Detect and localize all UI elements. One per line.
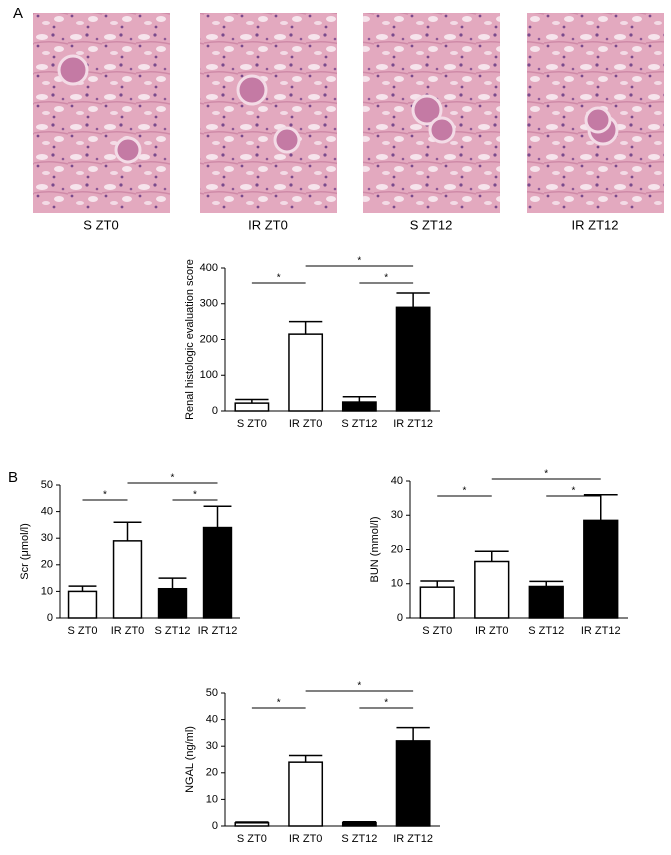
- glomerulus: [114, 136, 142, 164]
- panel-label: B: [8, 469, 18, 486]
- image-caption: IR ZT12: [572, 217, 619, 232]
- significance-label: *: [193, 490, 197, 501]
- bar: [341, 821, 377, 827]
- bar: [234, 822, 270, 827]
- bar: [157, 587, 188, 619]
- bar: [528, 585, 564, 619]
- glomerulus: [411, 94, 443, 126]
- y-tick-label: 200: [200, 333, 218, 345]
- x-tick-label: S ZT0: [422, 625, 452, 637]
- bar: [341, 401, 377, 412]
- histology-image: [33, 13, 170, 213]
- y-tick-label: 0: [47, 612, 53, 624]
- y-tick-label: 300: [200, 298, 218, 310]
- x-tick-label: IR ZT12: [581, 625, 621, 637]
- y-axis-label: Scr (μmol/l): [19, 523, 31, 579]
- y-tick-label: 30: [206, 740, 218, 752]
- bar: [67, 590, 98, 619]
- image-caption: IR ZT0: [248, 217, 288, 232]
- glomerulus: [584, 106, 612, 134]
- image-caption: S ZT12: [410, 217, 453, 232]
- x-tick-label: IR ZT0: [111, 625, 145, 637]
- bar: [288, 333, 324, 412]
- x-tick-label: IR ZT0: [475, 625, 509, 637]
- x-tick-label: IR ZT0: [289, 833, 323, 845]
- y-tick-label: 100: [200, 369, 218, 381]
- bar: [419, 586, 455, 619]
- significance-label: *: [544, 469, 548, 480]
- y-tick-label: 0: [212, 820, 218, 832]
- y-tick-label: 10: [206, 793, 218, 805]
- x-tick-label: S ZT0: [68, 625, 98, 637]
- y-tick-label: 400: [200, 262, 218, 274]
- x-tick-label: IR ZT0: [289, 418, 323, 430]
- y-tick-label: 20: [206, 767, 218, 779]
- y-axis-label: Renal histologic evaluation score: [184, 259, 196, 420]
- significance-label: *: [357, 256, 361, 267]
- x-tick-label: IR ZT12: [393, 833, 433, 845]
- significance-label: *: [384, 698, 388, 709]
- bar: [395, 740, 431, 827]
- x-tick-label: S ZT12: [528, 625, 564, 637]
- bar: [288, 761, 324, 827]
- significance-label: *: [357, 681, 361, 692]
- significance-label: *: [572, 486, 576, 497]
- y-tick-label: 10: [391, 578, 403, 590]
- x-tick-label: S ZT0: [237, 418, 267, 430]
- y-axis-label: NGAL (ng/ml): [184, 726, 196, 793]
- y-tick-label: 40: [41, 506, 53, 518]
- y-tick-label: 20: [391, 543, 403, 555]
- y-tick-label: 50: [41, 479, 53, 491]
- bar: [202, 526, 233, 619]
- significance-label: *: [103, 490, 107, 501]
- y-tick-label: 0: [397, 612, 403, 624]
- x-tick-label: S ZT12: [341, 833, 377, 845]
- significance-label: *: [384, 273, 388, 284]
- significance-label: *: [171, 473, 175, 484]
- glomerulus: [273, 126, 301, 154]
- y-tick-label: 40: [206, 714, 218, 726]
- y-tick-label: 0: [212, 405, 218, 417]
- significance-label: *: [277, 698, 281, 709]
- y-tick-label: 50: [206, 687, 218, 699]
- bar: [234, 402, 270, 412]
- significance-label: *: [463, 486, 467, 497]
- glomerulus: [236, 74, 268, 106]
- bar: [112, 540, 143, 619]
- y-axis-label: BUN (mmol/l): [369, 517, 381, 583]
- x-tick-label: IR ZT12: [198, 625, 238, 637]
- histology-image: [200, 13, 337, 213]
- y-tick-label: 40: [391, 475, 403, 487]
- y-tick-label: 30: [41, 532, 53, 544]
- y-tick-label: 30: [391, 509, 403, 521]
- x-tick-label: S ZT12: [154, 625, 190, 637]
- x-tick-label: IR ZT12: [393, 418, 433, 430]
- image-caption: S ZT0: [83, 217, 118, 232]
- panel-label: A: [13, 5, 23, 22]
- glomerulus: [57, 54, 89, 86]
- y-tick-label: 10: [41, 585, 53, 597]
- bar: [583, 519, 619, 619]
- bar: [395, 306, 431, 412]
- bar: [474, 560, 510, 619]
- significance-label: *: [277, 273, 281, 284]
- x-tick-label: S ZT12: [341, 418, 377, 430]
- x-tick-label: S ZT0: [237, 833, 267, 845]
- y-tick-label: 20: [41, 559, 53, 571]
- glomerulus: [428, 116, 456, 144]
